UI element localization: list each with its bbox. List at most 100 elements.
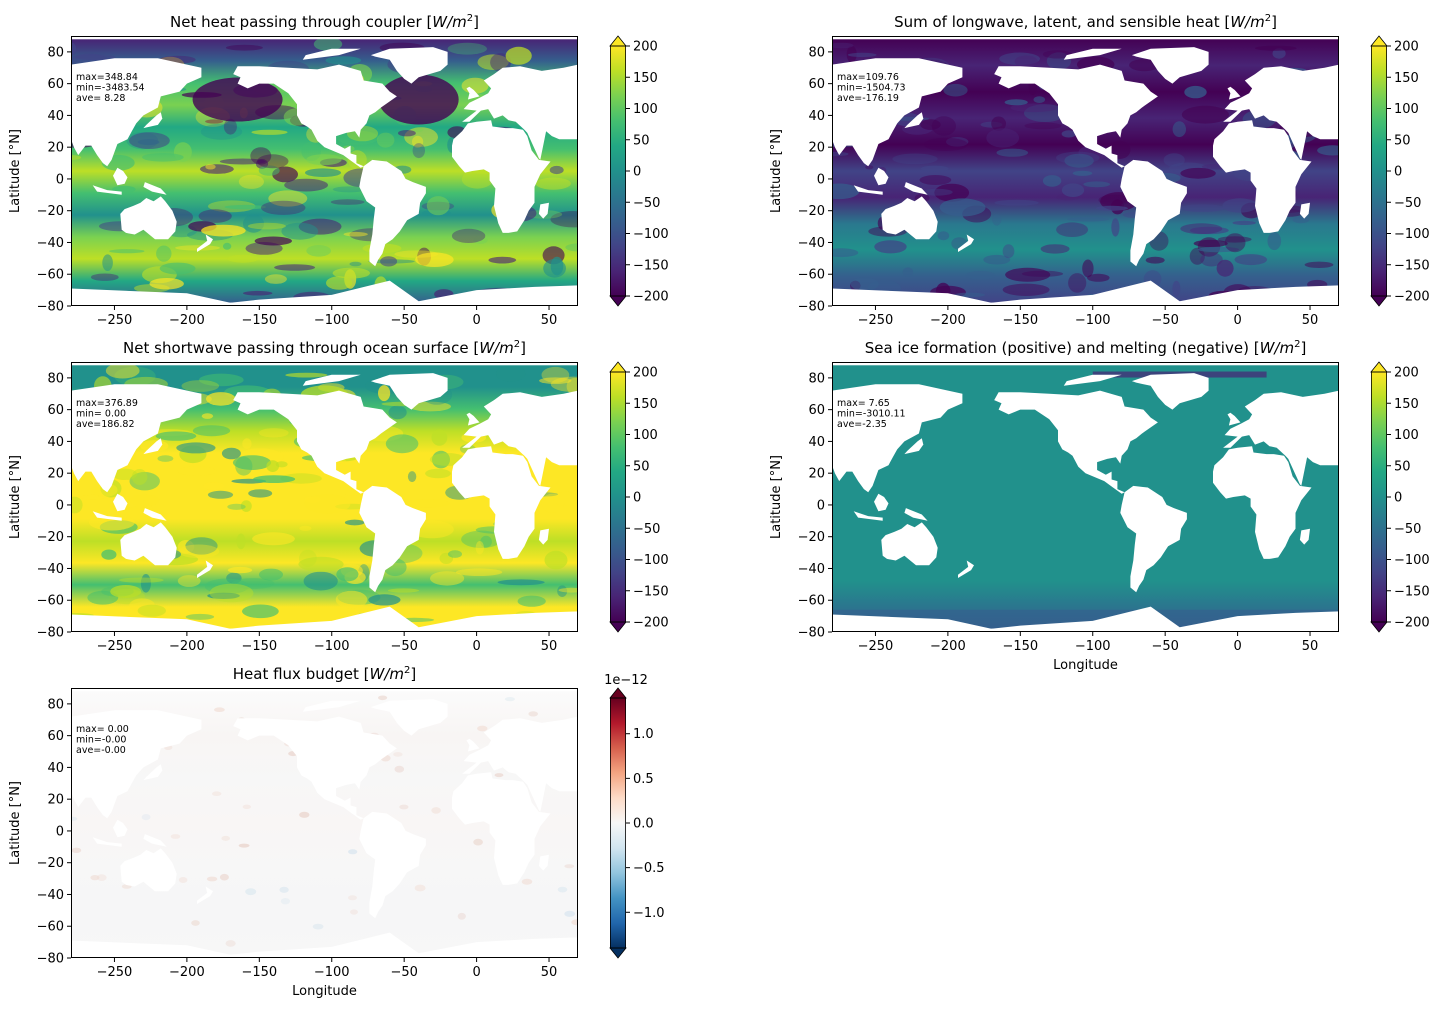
colorbar-tick-label: −200: [633, 290, 669, 305]
colorbar: −200 −150 −100 −50 0 50 100 150 200: [609, 35, 669, 307]
x-tick-label: 50: [541, 313, 558, 328]
land-mask: [832, 36, 1339, 306]
y-tick-label: 0: [56, 498, 64, 513]
chart-title: Sea ice formation (positive) and melting…: [865, 339, 1307, 357]
colorbar-tick-label: 0.0: [633, 817, 654, 832]
panel-4: −250 −200 −150 −100 −50 0 50−80−60−40−20020406…: [769, 339, 1430, 673]
colorbar-tick-label: −150: [1394, 584, 1430, 599]
y-tick-label: 20: [47, 141, 64, 156]
colorbar-tick-label: 0.5: [633, 772, 654, 787]
colorbar-tick-label: 200: [1394, 40, 1419, 55]
colorbar-tick-label: 0: [1394, 491, 1402, 506]
x-tick-label: 50: [1302, 313, 1319, 328]
x-tick-label: 0: [472, 313, 480, 328]
x-tick-label: −150: [1002, 639, 1038, 654]
y-tick-label: 80: [47, 45, 64, 60]
panel-2: −250 −200 −150 −100 −50 0 50−80−60−40−20020406…: [769, 13, 1430, 328]
x-tick-label: 50: [1302, 639, 1319, 654]
colorbar-tick-label: −50: [633, 522, 660, 537]
colorbar-tick-label: 150: [1394, 71, 1419, 86]
y-tick-label: −40: [37, 562, 64, 577]
y-tick-label: −20: [37, 204, 64, 219]
colorbar-tick-label: 100: [1394, 428, 1419, 443]
colorbar-tick-label: 100: [1394, 102, 1419, 117]
land-mask: [71, 362, 578, 632]
chart-title: Sum of longwave, latent, and sensible he…: [894, 13, 1277, 31]
colorbar: −200 −150 −100 −50 0 50 100 150 200: [1370, 35, 1430, 307]
y-tick-label: −20: [798, 204, 825, 219]
colorbar-tick-label: −150: [1394, 258, 1430, 273]
colorbar-tick-label: 0: [633, 165, 641, 180]
x-tick-label: −250: [858, 313, 894, 328]
x-tick-label: −150: [241, 965, 277, 980]
stat-ave: ave=186.82: [76, 419, 135, 430]
stat-max: max=376.89: [76, 398, 138, 409]
y-tick-label: 60: [808, 403, 825, 418]
stat-ave: ave= 8.28: [76, 93, 125, 104]
colorbar-tick-label: 50: [1394, 133, 1411, 148]
colorbar-tick-label: −150: [633, 584, 669, 599]
x-tick-label: −100: [1075, 313, 1111, 328]
stat-max: max= 7.65: [837, 398, 890, 409]
colorbar-tick-label: −100: [633, 227, 669, 242]
y-tick-label: −60: [37, 920, 64, 935]
y-tick-label: 40: [47, 109, 64, 124]
panel-5: −250 −200 −150 −100 −50 0 50−80−60−40−20020406…: [8, 665, 665, 999]
y-tick-label: −20: [798, 530, 825, 545]
y-tick-label: 20: [47, 793, 64, 808]
colorbar-tick-label: 100: [633, 102, 658, 117]
y-tick-label: 20: [808, 141, 825, 156]
y-axis-label: Latitude [°N]: [8, 455, 23, 539]
x-axis-label: Longitude: [292, 984, 357, 999]
x-tick-label: −50: [1151, 639, 1178, 654]
land-mask: [832, 362, 1339, 632]
colorbar-tick-label: −100: [1394, 553, 1430, 568]
y-axis-label: Latitude [°N]: [769, 455, 784, 539]
colorbar-tick-label: −50: [1394, 522, 1421, 537]
x-tick-label: 0: [1233, 639, 1241, 654]
stat-min: min=-1504.73: [837, 83, 906, 94]
y-tick-label: 60: [808, 77, 825, 92]
x-tick-label: −250: [97, 965, 133, 980]
colorbar-tick-label: 50: [1394, 459, 1411, 474]
colorbar-tick-label: −200: [633, 616, 669, 631]
y-tick-label: 80: [47, 697, 64, 712]
x-tick-label: −150: [241, 313, 277, 328]
x-tick-label: −100: [314, 965, 350, 980]
x-tick-label: −250: [97, 313, 133, 328]
x-tick-label: −50: [390, 965, 417, 980]
colorbar-extend-max: [609, 687, 627, 699]
axes-frame: [832, 36, 1339, 306]
colorbar-extend-min: [609, 947, 627, 959]
colorbar-extend-max: [609, 35, 627, 47]
stat-min: min=-0.00: [76, 735, 126, 746]
y-tick-label: −40: [37, 236, 64, 251]
colorbar-tick-label: 150: [633, 71, 658, 86]
y-tick-label: 0: [817, 172, 825, 187]
y-tick-label: 0: [56, 824, 64, 839]
x-tick-label: −100: [314, 639, 350, 654]
x-tick-label: −100: [1075, 639, 1111, 654]
y-tick-label: −60: [37, 268, 64, 283]
colorbar-extend-min: [1370, 295, 1388, 307]
y-tick-label: 80: [808, 371, 825, 386]
stat-max: max= 0.00: [76, 724, 129, 735]
colorbar-tick-label: −200: [1394, 616, 1430, 631]
x-tick-label: −200: [930, 313, 966, 328]
y-tick-label: 40: [808, 109, 825, 124]
y-tick-label: 0: [817, 498, 825, 513]
y-axis-label: Latitude [°N]: [8, 781, 23, 865]
stat-ave: ave=-2.35: [837, 419, 887, 430]
chart-title: Heat flux budget [W/m2]: [233, 665, 417, 683]
stat-min: min= 0.00: [76, 409, 126, 420]
x-tick-label: −50: [390, 639, 417, 654]
y-tick-label: −60: [798, 594, 825, 609]
y-axis-label: Latitude [°N]: [8, 129, 23, 213]
x-tick-label: −100: [314, 313, 350, 328]
y-tick-label: 40: [808, 435, 825, 450]
y-tick-label: 60: [47, 403, 64, 418]
y-tick-label: −80: [37, 300, 64, 315]
colorbar-tick-label: 50: [633, 459, 650, 474]
y-tick-label: −80: [798, 300, 825, 315]
